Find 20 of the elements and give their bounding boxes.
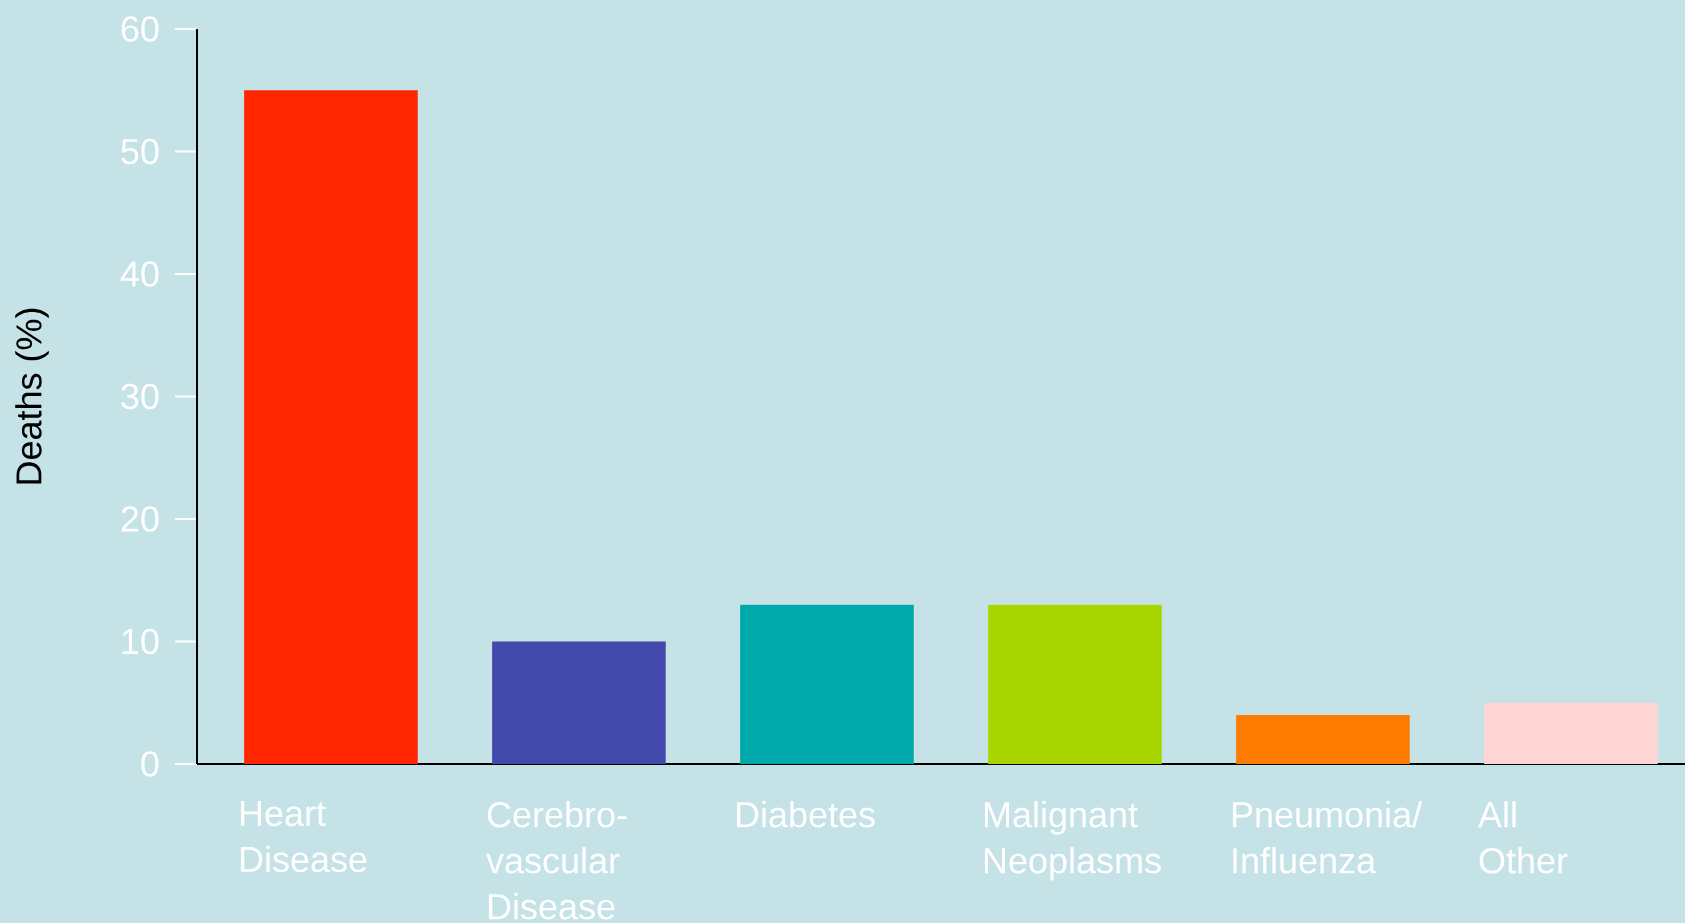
y-tick-label: 20: [121, 506, 159, 532]
bar: [740, 604, 914, 764]
y-tick-label: 0: [141, 751, 159, 777]
y-tick-label: 60: [121, 16, 159, 42]
y-axis-title: Deaths (%): [15, 308, 49, 484]
bar: [492, 641, 666, 764]
y-tick-label: 30: [121, 383, 159, 410]
bar: [1484, 702, 1658, 764]
x-tick-label: Malignant Neoplasms: [984, 801, 1161, 881]
bar: [1236, 715, 1410, 764]
x-tick-label: All Other: [1478, 801, 1568, 874]
bar: [244, 90, 418, 764]
x-tick-label: Cerebro-vascular Disease: [486, 801, 627, 920]
x-tick-label: Heart Disease: [240, 801, 367, 873]
bar: [988, 604, 1162, 764]
y-tick-label: 40: [120, 261, 159, 287]
x-tick-label: Pneumonia/ Influenza: [1232, 801, 1423, 874]
x-tick-label: Diabetes: [736, 801, 875, 828]
y-tick-label: 50: [121, 138, 159, 165]
y-tick-label: 10: [122, 628, 159, 655]
